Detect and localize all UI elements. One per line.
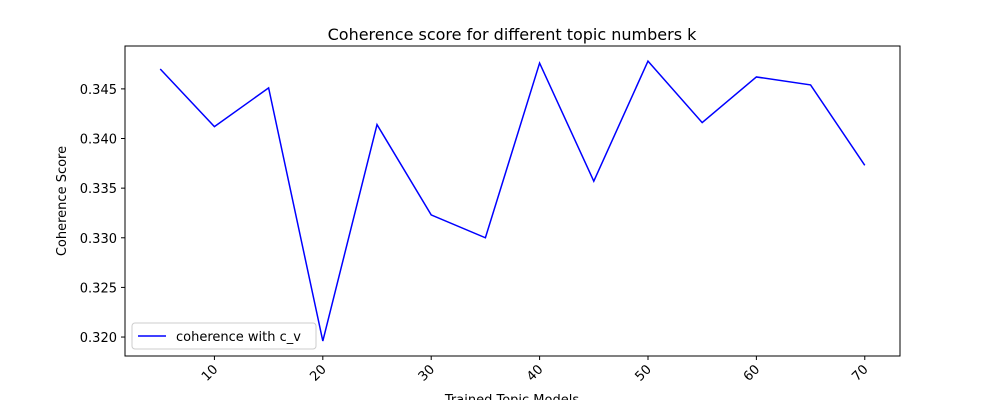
plot-frame (124, 45, 901, 357)
y-axis-label: Coherence Score (55, 146, 70, 256)
y-tick-label: 0.340 (80, 133, 117, 148)
y-tick-label: 0.345 (80, 83, 117, 98)
data-line (159, 59, 866, 342)
y-tick-label: 0.320 (80, 331, 117, 346)
y-tick-label: 0.335 (80, 182, 117, 197)
legend-box (131, 322, 317, 350)
y-tick-label: 0.325 (80, 281, 117, 296)
legend-label: coherence with c_v (176, 330, 301, 345)
chart-title: Coherence score for different topic numb… (328, 25, 698, 44)
y-tick-label: 0.330 (80, 232, 117, 247)
x-axis-label: Trained Topic Models (444, 393, 579, 400)
